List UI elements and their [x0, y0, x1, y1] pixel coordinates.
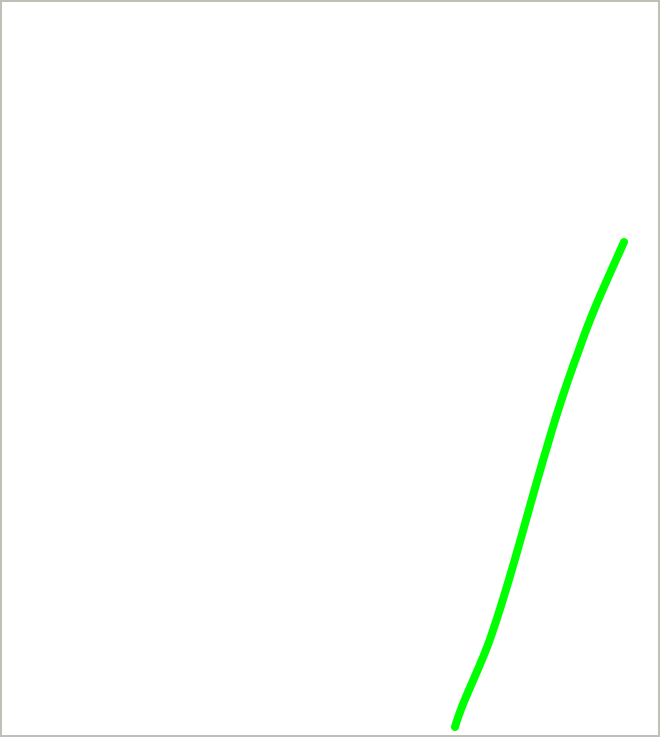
green-stroke — [451, 238, 628, 731]
